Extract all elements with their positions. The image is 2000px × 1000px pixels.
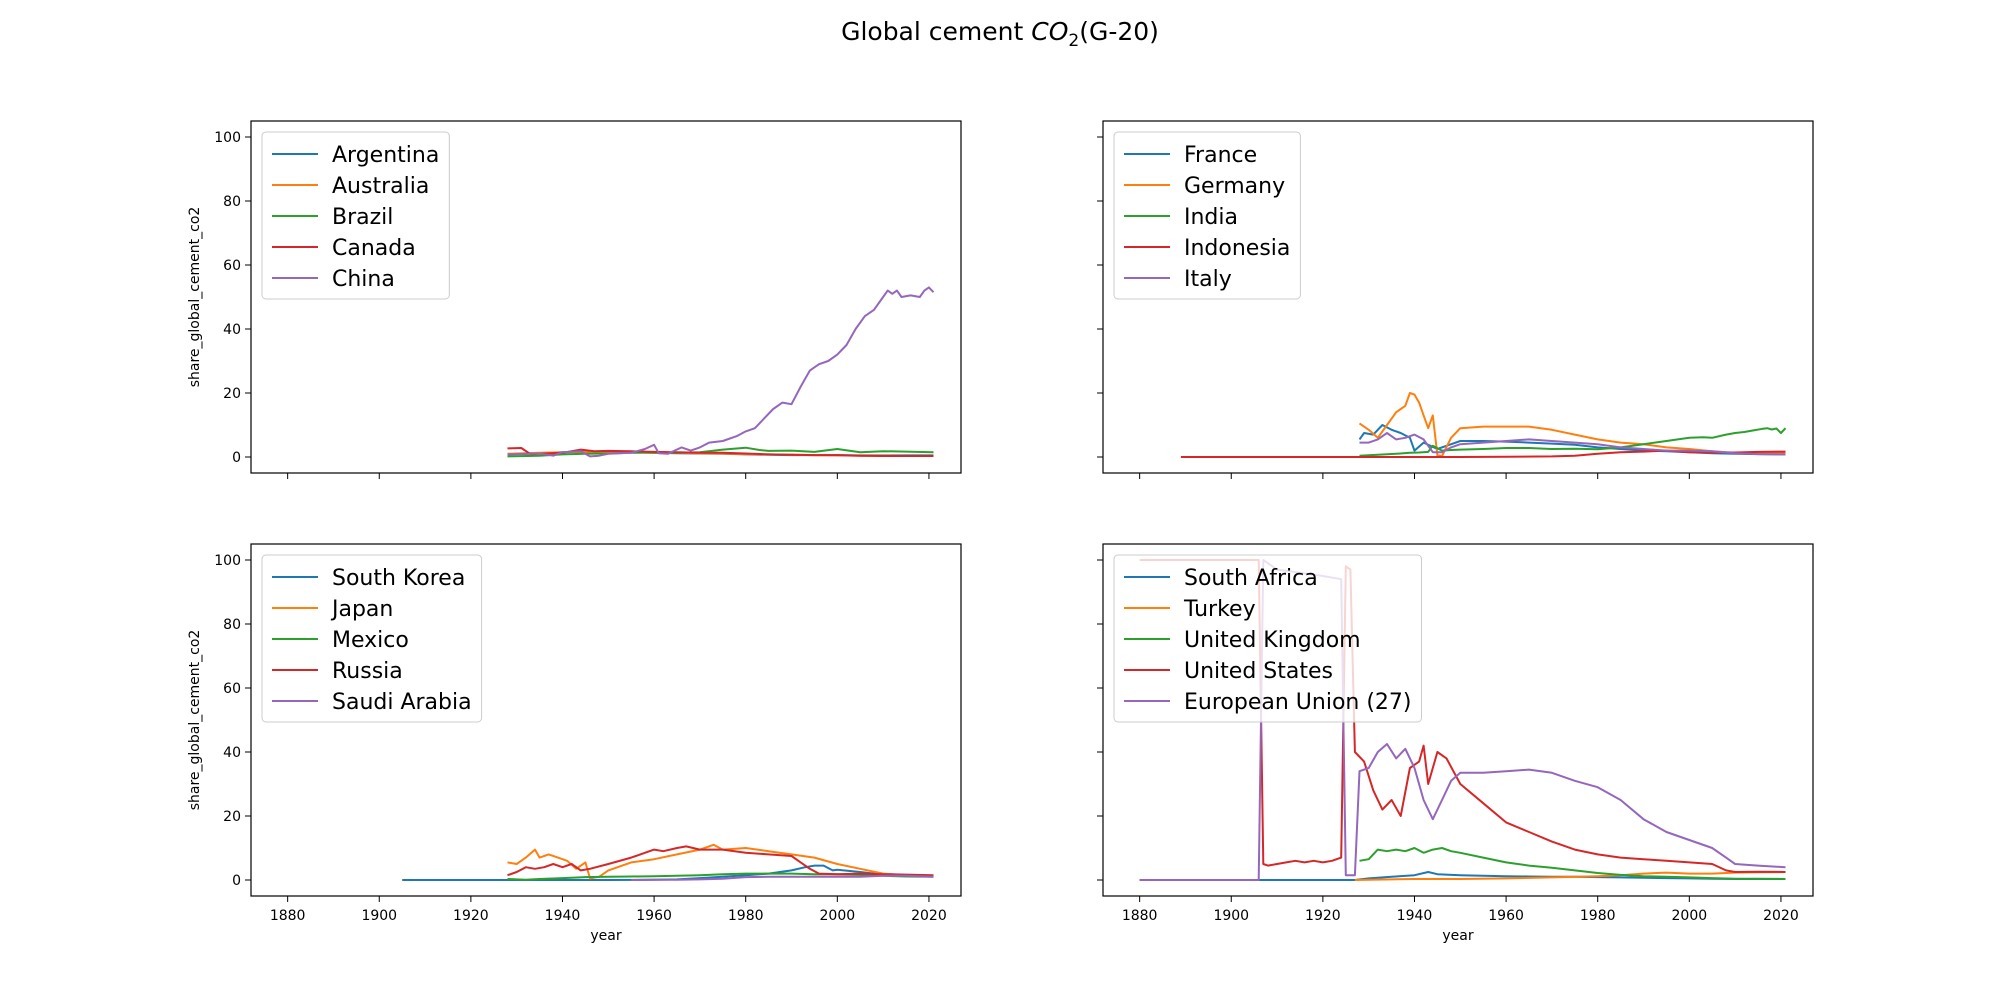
series-line-italy <box>1359 432 1786 456</box>
legend-box <box>261 131 450 300</box>
y-tick-label: 0 <box>232 450 241 466</box>
panel-top-right: France Germany India Indonesia Italy <box>1097 120 1814 479</box>
series-line-india <box>1359 427 1787 457</box>
legend-box <box>1113 131 1301 300</box>
legend-label: United Kingdom <box>1184 628 1361 653</box>
legend-label: Germany <box>1184 174 1285 199</box>
legend-box <box>261 554 483 723</box>
series-line-mexico <box>507 872 934 881</box>
x-tick-label: 1880 <box>270 908 306 924</box>
legend-label: United States <box>1184 659 1333 684</box>
legend-label: India <box>1184 205 1238 230</box>
legend: France Germany India Indonesia Italy <box>1113 131 1301 300</box>
series-line-canada <box>507 447 934 457</box>
y-tick-label: 40 <box>223 745 241 761</box>
series-group <box>1139 559 1786 881</box>
legend-label: Australia <box>332 174 429 199</box>
x-tick-label: 2000 <box>1672 908 1708 924</box>
series-line-russia <box>507 845 934 877</box>
legend-label: European Union (27) <box>1184 690 1412 715</box>
panel-bottom-left: 0 20 40 60 80 100 1880 1900 1920 1940 1960 1980 2000… <box>187 543 962 944</box>
series-line-germany <box>1358 392 1786 457</box>
legend-label: Japan <box>330 597 393 622</box>
legend-label: France <box>1184 143 1257 168</box>
axes-frame <box>1102 120 1814 474</box>
x-tick-label: 2020 <box>911 908 947 924</box>
legend-label: Russia <box>332 659 403 684</box>
x-tick-label: 1960 <box>636 908 672 924</box>
legend: South Africa Turkey United Kingdom United S… <box>1113 554 1422 723</box>
legend-label: Canada <box>332 236 416 261</box>
legend-label: Indonesia <box>1184 236 1290 261</box>
y-tick-label: 60 <box>223 681 241 697</box>
series-line-japan <box>507 843 934 880</box>
y-tick-label: 0 <box>232 873 241 889</box>
axes-frame <box>250 120 962 474</box>
panel-top-left: 0 20 40 60 80 100 share_global_cement_co2 Argen… <box>187 120 962 479</box>
x-tick-label: 1900 <box>361 908 397 924</box>
legend-label: Saudi Arabia <box>332 690 472 715</box>
x-tick-label: 1980 <box>728 908 764 924</box>
y-tick-label: 20 <box>223 386 241 402</box>
x-tick-label: 2020 <box>1763 908 1799 924</box>
x-tick-label: 1940 <box>1397 908 1433 924</box>
legend-box <box>1113 554 1422 723</box>
legend-label: South Africa <box>1184 566 1318 591</box>
y-tick-label: 80 <box>223 617 241 633</box>
legend-label: Brazil <box>332 205 393 230</box>
panels-container: 0 20 40 60 80 100 share_global_cement_co2 Argen… <box>187 120 1814 944</box>
x-tick-label: 1940 <box>545 908 581 924</box>
y-tick-label: 100 <box>214 553 241 569</box>
series-line-turkey <box>1354 871 1786 881</box>
axes-frame <box>1102 543 1814 897</box>
x-tick-label: 1980 <box>1580 908 1616 924</box>
x-tick-label: 1920 <box>1305 908 1341 924</box>
panel-bottom-right: 1880 1900 1920 1940 1960 1980 2000 2020 year Sout… <box>1097 543 1814 944</box>
y-tick-label: 20 <box>223 809 241 825</box>
x-tick-label: 1880 <box>1122 908 1158 924</box>
x-axis-label: year <box>590 928 621 944</box>
legend-label: China <box>332 267 395 292</box>
y-axis-label: share_global_cement_co2 <box>187 207 203 388</box>
y-tick-label: 60 <box>223 258 241 274</box>
figure-title: Global cement CO2(G-20) <box>841 17 1159 51</box>
y-axis-label: share_global_cement_co2 <box>187 630 203 811</box>
series-line-united-states <box>1139 559 1786 873</box>
axes-frame <box>250 543 962 897</box>
series-line-saudi-arabia <box>631 874 934 881</box>
legend-label: Mexico <box>332 628 409 653</box>
y-tick-label: 100 <box>214 130 241 146</box>
legend: Argentina Australia Brazil Canada China <box>261 131 450 300</box>
x-tick-label: 1960 <box>1488 908 1524 924</box>
series-group <box>402 843 934 881</box>
x-tick-label: 1920 <box>453 908 489 924</box>
y-tick-label: 80 <box>223 194 241 210</box>
series-line-china <box>507 286 935 458</box>
series-line-brazil <box>507 446 934 458</box>
series-group <box>1180 392 1787 458</box>
legend-label: South Korea <box>332 566 465 591</box>
y-tick-label: 40 <box>223 322 241 338</box>
x-tick-label: 2000 <box>820 908 856 924</box>
legend-label: Turkey <box>1183 597 1256 622</box>
legend-label: Argentina <box>332 143 439 168</box>
x-tick-label: 1900 <box>1213 908 1249 924</box>
legend-label: Italy <box>1184 267 1232 292</box>
series-line-indonesia <box>1180 449 1786 458</box>
x-axis-label: year <box>1442 928 1473 944</box>
series-line-united-kingdom <box>1359 847 1786 880</box>
legend: South Korea Japan Mexico Russia Saudi Arabia <box>261 554 483 723</box>
series-group <box>507 286 935 458</box>
